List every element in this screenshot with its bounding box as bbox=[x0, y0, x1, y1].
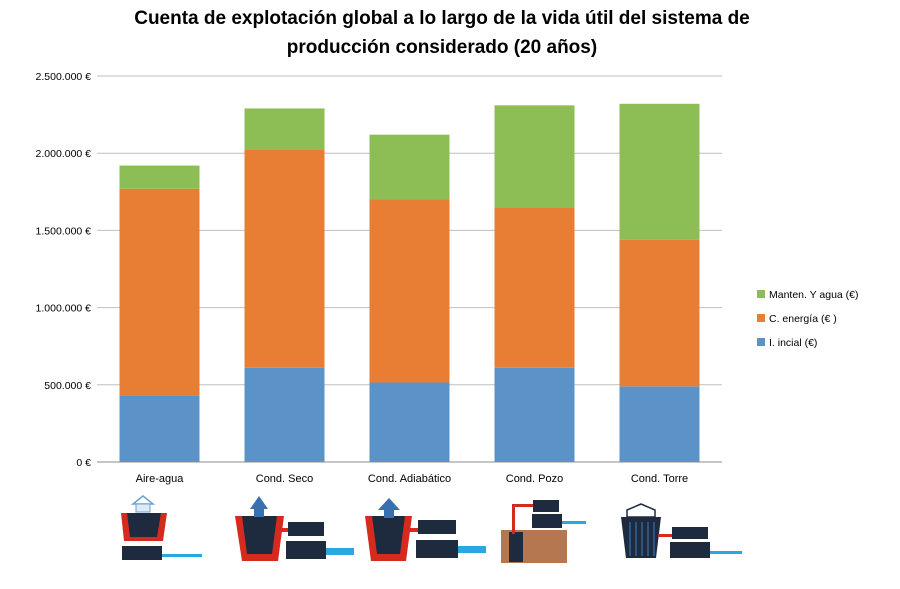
x-category-label: Cond. Seco bbox=[256, 473, 313, 485]
chart-title-line-2: producción considerado (20 años) bbox=[287, 37, 597, 58]
bar-segment bbox=[494, 208, 575, 368]
bar-segment bbox=[369, 382, 450, 462]
legend: Manten. Y agua (€) C. energía (€ ) I. inci… bbox=[757, 289, 859, 349]
bars bbox=[119, 103, 700, 462]
well-condenser-icon bbox=[501, 500, 586, 563]
bar-segment bbox=[619, 239, 700, 387]
legend-swatch bbox=[757, 290, 765, 298]
bar-segment bbox=[244, 149, 325, 368]
legend-swatch bbox=[757, 314, 765, 322]
y-tick-label: 500.000 € bbox=[44, 380, 91, 392]
bar-segment bbox=[119, 188, 200, 396]
category-icons bbox=[121, 495, 742, 563]
bar-segment bbox=[244, 108, 325, 150]
bar-segment bbox=[119, 165, 200, 189]
air-water-unit-icon bbox=[121, 495, 202, 560]
bar-segment bbox=[119, 395, 200, 462]
bar-segment bbox=[494, 367, 575, 462]
legend-entry: C. energía (€ ) bbox=[769, 313, 837, 325]
y-tick-label: 2.500.000 € bbox=[36, 71, 92, 83]
legend-swatch bbox=[757, 338, 765, 346]
legend-entry: I. incial (€) bbox=[769, 337, 817, 349]
chart-title-line-1: Cuenta de explotación global a lo largo … bbox=[134, 8, 750, 29]
y-tick-label: 1.000.000 € bbox=[36, 303, 92, 315]
y-axis-ticks: 0 € 500.000 € 1.000.000 € 1.500.000 € 2.000.… bbox=[36, 71, 92, 469]
bar-segment bbox=[369, 134, 450, 200]
y-tick-label: 1.500.000 € bbox=[36, 225, 92, 237]
bar-segment bbox=[369, 199, 450, 383]
bar-segment bbox=[619, 386, 700, 462]
bar-segment bbox=[619, 103, 700, 240]
y-tick-label: 2.000.000 € bbox=[36, 148, 92, 160]
dry-cooler-icon bbox=[235, 496, 354, 561]
cooling-tower-icon bbox=[621, 503, 742, 558]
bar-segment bbox=[494, 105, 575, 209]
y-tick-label: 0 € bbox=[76, 457, 91, 469]
x-category-label: Cond. Torre bbox=[631, 473, 688, 485]
x-category-label: Aire-agua bbox=[136, 473, 185, 485]
legend-entry: Manten. Y agua (€) bbox=[769, 289, 859, 301]
chart-title: Cuenta de explotación global a lo largo … bbox=[134, 8, 750, 58]
x-category-label: Cond. Pozo bbox=[506, 473, 563, 485]
bar-segment bbox=[244, 367, 325, 462]
x-category-label: Cond. Adiabático bbox=[368, 473, 451, 485]
x-axis-categories: Aire-agua Cond. Seco Cond. Adiabático Cond.… bbox=[136, 473, 688, 485]
adiabatic-cooler-icon bbox=[365, 498, 486, 561]
